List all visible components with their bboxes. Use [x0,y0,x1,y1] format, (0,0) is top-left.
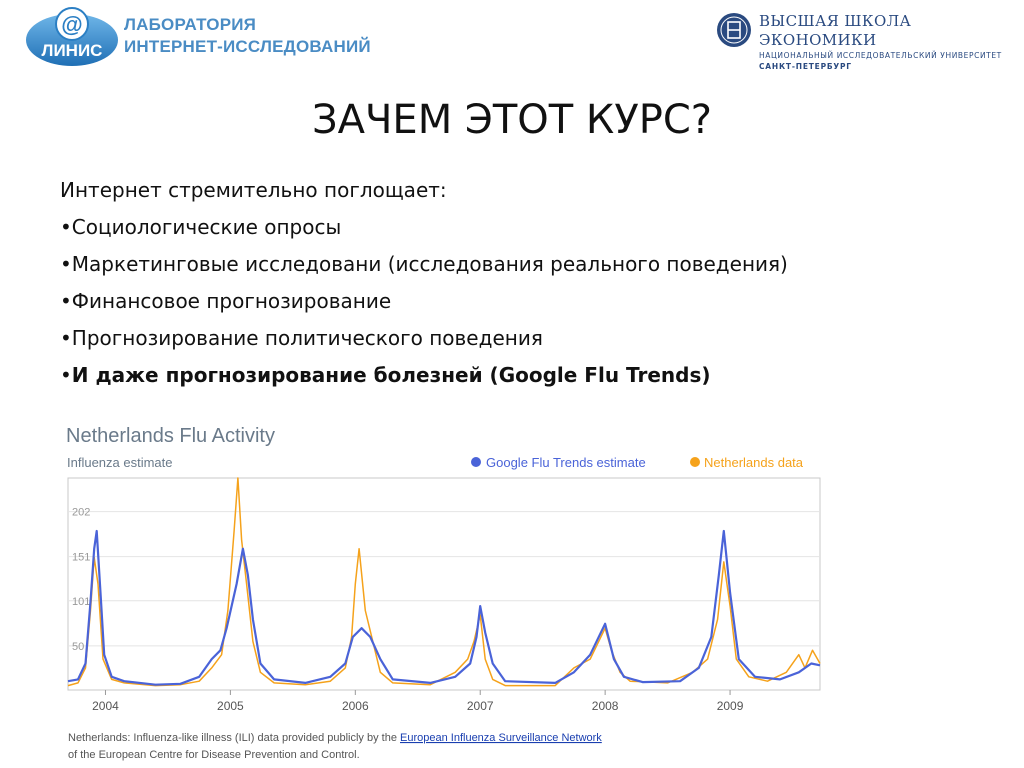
y-tick-label: 101 [72,596,90,608]
lab-title: ЛАБОРАТОРИЯ ИНТЕРНЕТ-ИССЛЕДОВАНИЙ [124,14,371,58]
bullet-politics: •Прогнозирование политического поведения [60,326,543,350]
source-note: Netherlands: Influenza-like illness (ILI… [68,732,602,744]
chart-subtitle: Influenza estimate [67,455,173,470]
flu-chart: Netherlands Flu Activity Influenza estim… [66,425,821,761]
hse-title: ВЫСШАЯ ШКОЛА ЭКОНОМИКИ НАЦИОНАЛЬНЫЙ ИССЛ… [759,12,1024,72]
linis-logo: @ ЛИНИС [26,7,118,66]
legend-netherlands-marker [690,457,700,467]
plot-frame [67,477,821,691]
x-tick-label: 2004 [92,699,119,713]
legend-google: Google Flu Trends estimate [486,455,646,470]
hse-name: ВЫСШАЯ ШКОЛА ЭКОНОМИКИ [759,12,912,49]
bullet-surveys: •Социологические опросы [60,215,342,239]
source-note-after: of the European Centre for Disease Preve… [68,749,360,761]
chart-title: Netherlands Flu Activity [66,425,275,447]
x-tick-label: 2006 [342,699,369,713]
legend-netherlands: Netherlands data [704,455,804,470]
series-lines [67,477,821,687]
source-note-before: Netherlands: Influenza-like illness (ILI… [68,732,400,744]
x-ticks: 2004 2005 2006 2007 2008 2009 [92,690,744,713]
x-tick-label: 2005 [217,699,244,713]
lab-title-line2: ИНТЕРНЕТ-ИССЛЕДОВАНИЙ [124,37,371,56]
intro-line: Интернет стремительно поглощает: [60,178,447,202]
slide-body: Интернет стремительно поглощает: •Социол… [60,172,1000,394]
y-tick-label: 151 [72,552,90,564]
bullet-finance: •Финансовое прогнозирование [60,289,392,313]
hse-city: САНКТ-ПЕТЕРБУРГ [759,62,852,71]
x-tick-label: 2009 [717,699,744,713]
hse-subtitle: НАЦИОНАЛЬНЫЙ ИССЛЕДОВАТЕЛЬСКИЙ УНИВЕРСИТ… [759,51,1002,60]
legend: Google Flu Trends estimate Netherlands d… [471,455,804,470]
y-ticks: 202 151 101 50 [72,507,90,653]
lab-title-line1: ЛАБОРАТОРИЯ [124,15,257,34]
bullet-marker: • [60,363,72,387]
lab-logo-text: ЛИНИС [42,41,103,60]
bullet-marketing: •Маркетинговые исследовани (исследования… [60,252,788,276]
x-tick-label: 2008 [592,699,619,713]
grid [68,511,820,647]
source-link: European Influenza Surveillance Network [400,732,602,744]
y-tick-label: 202 [72,507,90,519]
legend-google-marker [471,457,481,467]
series-google-line [67,529,821,686]
bullet-diseases-text: И даже прогнозирование болезней (Google … [71,363,711,387]
x-tick-label: 2007 [467,699,494,713]
slide-title: ЗАЧЕМ ЭТОТ КУРС? [312,97,712,143]
y-tick-label: 50 [72,641,84,653]
bullet-diseases: •И даже прогнозирование болезней (Google… [60,357,1000,394]
at-icon: @ [61,12,82,37]
hse-emblem-icon [717,13,751,47]
